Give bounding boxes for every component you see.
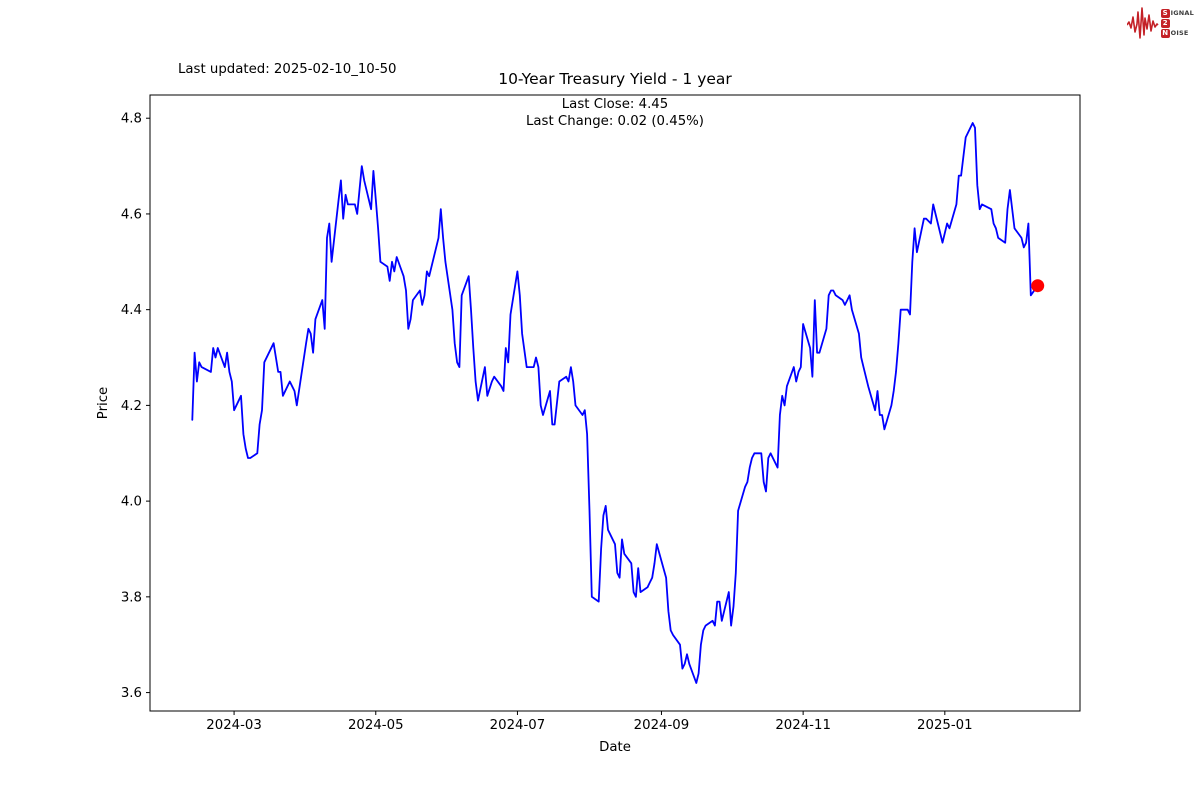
last-change-text: Last Change: 0.02 (0.45%) (526, 113, 704, 129)
y-tick-label: 4.0 (121, 495, 142, 510)
y-tick-label: 4.8 (121, 112, 142, 127)
logo-rest-ignal: IGNAL (1170, 9, 1194, 17)
logo-row-noise: N OISE (1160, 28, 1194, 38)
y-tick-label: 4.6 (121, 207, 142, 222)
y-tick-label: 4.4 (121, 303, 142, 318)
logo-row-two: 2 (1160, 18, 1194, 28)
y-axis-label: Price (96, 387, 111, 419)
chart-annotation: Last Close: 4.45 Last Change: 0.02 (0.45… (150, 97, 1080, 130)
chart-title: 10-Year Treasury Yield - 1 year (498, 70, 732, 88)
logo-letter-n: N (1160, 28, 1170, 38)
axis-ticks: 2024-03 2024-05 2024-07 2024-09 2024-11 2025-… (121, 112, 973, 733)
last-close-text: Last Close: 4.45 (561, 97, 669, 112)
last-updated-text: Last updated: 2025-02-10_10-50 (178, 62, 397, 77)
price-line (191, 122, 1039, 684)
y-tick-label: 3.6 (121, 686, 142, 701)
logo-row-signal: S IGNAL (1160, 8, 1194, 18)
x-axis-label: Date (599, 740, 631, 755)
x-tick-label: 2024-11 (775, 718, 831, 733)
x-tick-label: 2025-01 (917, 718, 973, 733)
plot-border (149, 94, 1081, 712)
last-close-marker (1031, 279, 1045, 293)
logo-rest-oise: OISE (1170, 29, 1189, 37)
ecg-waveform-icon (1126, 7, 1159, 39)
x-tick-label: 2024-09 (634, 718, 690, 733)
x-tick-label: 2024-03 (206, 718, 262, 733)
logo-text: S IGNAL 2 N OISE (1160, 8, 1194, 38)
series-layer (191, 122, 1045, 684)
x-tick-label: 2024-05 (348, 718, 404, 733)
y-tick-label: 4.2 (121, 399, 142, 414)
logo-letter-2: 2 (1160, 18, 1170, 28)
x-tick-label: 2024-07 (490, 718, 546, 733)
y-tick-label: 3.8 (121, 590, 142, 605)
signal2noise-logo: S IGNAL 2 N OISE (1126, 4, 1194, 42)
logo-letter-s: S (1160, 8, 1170, 18)
